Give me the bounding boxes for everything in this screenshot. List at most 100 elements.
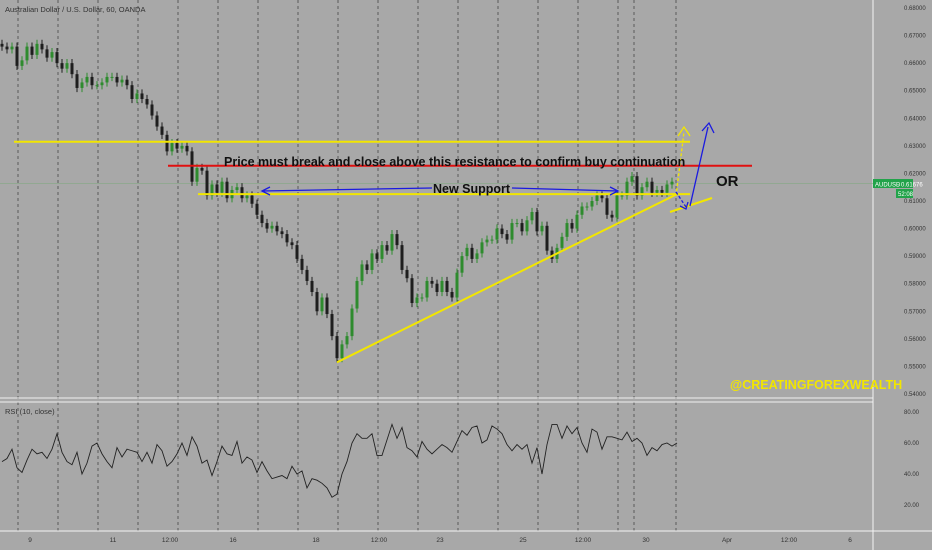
trendline[interactable]	[336, 193, 678, 364]
support-note: New Support	[433, 182, 511, 196]
candle-body	[535, 212, 539, 232]
drawings[interactable]	[14, 121, 752, 364]
candle-body	[475, 253, 479, 259]
candle-body	[570, 223, 574, 229]
price-tick-label: 0.66000	[904, 61, 926, 67]
candle-body	[560, 236, 564, 248]
candle-body	[150, 104, 154, 116]
price-tick-label: 0.65000	[904, 89, 926, 95]
candle-body	[300, 258, 304, 270]
candle-body	[90, 76, 94, 86]
candle-body	[565, 223, 569, 237]
candle-body	[495, 228, 499, 240]
price-tick-label: 0.60000	[904, 227, 926, 233]
candle-body	[425, 280, 429, 298]
candle-body	[200, 167, 204, 171]
candle-body	[250, 195, 254, 204]
candle-body	[140, 93, 144, 99]
candle-body	[35, 43, 39, 55]
candle-body	[390, 234, 394, 251]
arrow-down-blue-icon	[679, 201, 689, 210]
candle-body	[55, 52, 59, 64]
candle-body	[325, 297, 329, 315]
price-tick-label: 0.56000	[904, 337, 926, 343]
candle-body	[5, 46, 9, 50]
candle-body	[95, 85, 99, 87]
candle-body	[195, 167, 199, 182]
arrow-up-yellow-icon	[677, 125, 691, 137]
rsi-tick-label: 40.00	[904, 472, 920, 478]
candle-body	[590, 201, 594, 207]
arrow-up-blue-icon	[701, 121, 715, 134]
candle-body	[275, 225, 279, 232]
candle-body	[445, 280, 449, 292]
candle-body	[225, 181, 229, 199]
support-arrow-left	[261, 187, 433, 192]
candle-body	[185, 145, 189, 152]
price-tick-label: 0.64000	[904, 116, 926, 122]
candle-body	[135, 93, 139, 99]
candle-body	[10, 46, 14, 50]
price-tick-label: 0.54000	[904, 392, 926, 398]
candle-body	[290, 242, 294, 246]
candle-body	[30, 46, 34, 55]
trendline-extension[interactable]	[669, 197, 713, 213]
candle-body	[280, 231, 284, 235]
candle-body	[295, 245, 299, 259]
candle-body	[50, 52, 54, 58]
badge-countdown: 52:08	[898, 192, 914, 198]
candle-body	[430, 280, 434, 284]
rsi-title: RSI (10, close)	[5, 407, 55, 416]
candle-body	[255, 203, 259, 215]
candle-body	[170, 143, 174, 152]
arrowhead-left-icon	[260, 186, 271, 196]
candle-body	[305, 269, 309, 281]
candles	[0, 39, 674, 363]
candle-body	[370, 253, 374, 270]
candle-body	[480, 242, 484, 254]
candle-body	[510, 223, 514, 240]
time-tick-label: Apr	[722, 537, 733, 544]
price-tick-label: 0.63000	[904, 144, 926, 150]
candle-body	[645, 181, 649, 188]
candle-body	[45, 49, 49, 58]
candle-body	[115, 76, 119, 83]
rsi-tick-label: 60.00	[904, 441, 920, 447]
candle-body	[400, 245, 404, 270]
rsi-axis[interactable]: 80.00 60.00 40.00 20.00	[904, 410, 920, 509]
candle-body	[245, 195, 249, 199]
candle-body	[125, 79, 129, 86]
candle-body	[440, 280, 444, 292]
support-arrow-right	[511, 187, 619, 192]
watermark-text: @CREATINGFOREXWEALTH	[730, 378, 902, 392]
price-badge: AUDUSD - 0.61676 52:08	[873, 179, 923, 198]
badge-dash: -	[897, 183, 899, 189]
candle-body	[330, 314, 334, 337]
candle-body	[455, 272, 459, 298]
time-tick-label: 11	[110, 537, 117, 544]
candle-body	[530, 212, 534, 221]
candle-body	[585, 206, 589, 208]
candle-body	[450, 291, 454, 298]
candle-body	[60, 63, 64, 69]
candle-body	[175, 143, 179, 149]
candle-body	[270, 225, 274, 229]
time-axis[interactable]: 9 11 12:00 16 18 12:00 23 25 12:00 30 Apr 12:00 6	[28, 537, 852, 544]
candle-body	[520, 223, 524, 232]
time-tick-label: 25	[519, 537, 527, 544]
badge-symbol: AUDUSD	[875, 183, 901, 189]
time-tick-label: 12:00	[162, 537, 179, 544]
candle-body	[485, 239, 489, 243]
time-tick-label: 23	[436, 537, 444, 544]
price-tick-label: 0.67000	[904, 34, 926, 40]
candle-body	[40, 43, 44, 50]
candle-body	[395, 234, 399, 246]
candle-body	[360, 264, 364, 281]
arrowhead-right-icon	[609, 186, 620, 196]
candle-body	[350, 308, 354, 337]
price-axis[interactable]: 0.68000 0.67000 0.66000 0.65000 0.64000 0.630…	[904, 6, 926, 398]
candle-body	[120, 79, 124, 83]
candle-body	[260, 214, 264, 224]
candle-body	[205, 170, 209, 196]
